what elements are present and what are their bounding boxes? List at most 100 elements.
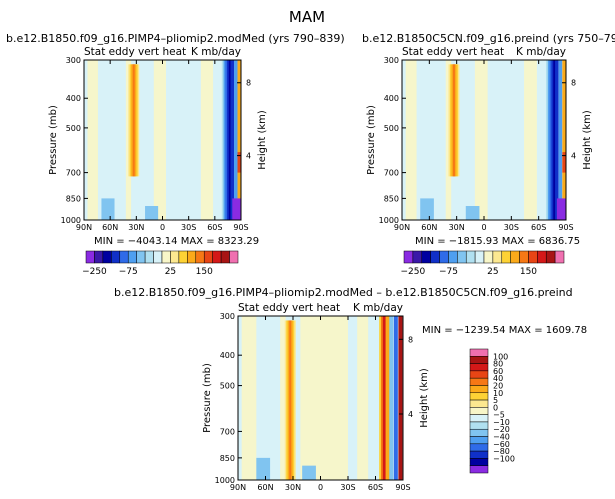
x-tick-label: 90S <box>395 483 410 492</box>
x-tick-label: 90N <box>76 223 92 232</box>
colorbar-swatch <box>421 250 431 264</box>
southern-polar-structure <box>379 316 403 480</box>
colorbar-swatch <box>469 385 489 394</box>
colorbar-swatch <box>469 458 489 466</box>
y-tick-label: 700 <box>66 169 81 178</box>
panel-3-right-label: K mb/day <box>353 302 403 314</box>
colorbar-label: 25 <box>165 267 176 277</box>
y2-tick-label: 8 <box>246 79 251 88</box>
colorbar-swatch <box>469 414 489 423</box>
surface-patch-0 <box>101 198 115 220</box>
panel-2: b.e12.B1850C5CN.f09_g16.preind (yrs 750–… <box>362 32 615 277</box>
colorbar-swatch <box>187 250 197 264</box>
y2-axis-label: Height (km) <box>582 110 593 170</box>
x-tick-label: 0 <box>481 223 486 232</box>
y-tick-label: 850 <box>384 194 399 203</box>
colorbar-swatch <box>220 250 230 264</box>
colorbar-swatch <box>554 250 565 264</box>
y-tick-label: 400 <box>384 94 399 103</box>
colorbar-swatch <box>178 250 188 264</box>
colorbar-swatch <box>127 250 137 264</box>
colorbar-swatch <box>469 465 489 474</box>
colorbar-swatch <box>469 421 489 430</box>
colorbar-swatch <box>469 407 489 415</box>
panel-2-left-label: Stat eddy vert heat <box>402 46 504 58</box>
x-tick-label: 90N <box>394 223 410 232</box>
colorbar-swatch <box>501 250 511 264</box>
colorbar-swatch <box>136 250 146 264</box>
pale-band-0 <box>87 60 98 220</box>
y-tick-label: 500 <box>384 124 399 133</box>
colorbar-swatch <box>528 250 538 264</box>
colorbar-swatch <box>439 250 449 264</box>
y-axis-label: Pressure (mb) <box>366 105 377 175</box>
colorbar-swatch <box>469 370 489 379</box>
colorbar-label: 25 <box>487 267 498 277</box>
y2-tick-label: 4 <box>246 152 251 161</box>
x-tick-label: 60S <box>531 223 546 232</box>
heatmap-field <box>84 60 241 220</box>
y-tick-label: 500 <box>66 124 81 133</box>
colorbar-label: 5 <box>493 396 498 405</box>
colorbar-label: −250 <box>82 267 107 277</box>
y-tick-label: 500 <box>220 382 235 391</box>
colorbar-label: 80 <box>493 360 503 369</box>
y-axis-label: Pressure (mb) <box>48 105 59 175</box>
pale-band-3 <box>357 316 369 480</box>
surface-patch-0 <box>420 198 434 220</box>
colorbar-swatch <box>212 250 222 264</box>
colorbar-label: −75 <box>119 267 138 277</box>
x-tick-label: 60N <box>421 223 437 232</box>
colorbar-swatch <box>203 250 213 264</box>
panel-1-right-label: K mb/day <box>191 46 241 58</box>
colorbar-swatch <box>469 443 489 452</box>
heating-column-30n <box>128 64 140 177</box>
panel-3: b.e12.B1850.f09_g16.PIMP4–pliomip2.modMe… <box>114 286 587 492</box>
colorbar-swatch <box>85 250 95 264</box>
colorbar-label: −80 <box>493 447 510 456</box>
surface-patch-0 <box>256 457 271 480</box>
x-tick-label: 30S <box>181 223 196 232</box>
y-tick-label: 1000 <box>61 216 81 225</box>
colorbar-label: 150 <box>520 267 537 277</box>
y-tick-label: 400 <box>220 351 235 360</box>
heatmap-field <box>402 60 566 220</box>
colorbar-swatch <box>119 250 129 264</box>
panel-3-plot: 90N 60N 30N 0 30S 60S 90S 300 400 500 700 850 1000 8 4… <box>202 312 430 492</box>
surface-patch-1 <box>302 465 316 480</box>
y-tick-label: 700 <box>220 427 235 436</box>
colorbar-swatch <box>483 250 494 264</box>
y-tick-label: 300 <box>384 56 399 65</box>
surface-patch-1 <box>465 205 480 220</box>
colorbar-swatch <box>153 250 163 264</box>
colorbar-label: −75 <box>439 267 458 277</box>
y-tick-label: 400 <box>66 94 81 103</box>
colorbar-1: −250 −75 25 150 <box>82 250 239 277</box>
y-tick-label: 300 <box>220 312 235 321</box>
colorbar-swatch <box>469 348 489 357</box>
panel-1-title: b.e12.B1850.f09_g16.PIMP4–pliomip2.modMe… <box>6 32 345 45</box>
colorbar-swatch <box>469 363 489 372</box>
colorbar-label: −10 <box>493 418 510 427</box>
colorbar-label: 0 <box>493 403 498 412</box>
pale-band-3 <box>524 60 537 220</box>
colorbar-swatch <box>195 250 205 264</box>
colorbar-swatch <box>465 250 476 264</box>
y-tick-label: 850 <box>66 194 81 203</box>
x-tick-label: 30S <box>504 223 519 232</box>
x-tick-label: 30N <box>449 223 465 232</box>
y-tick-label: 700 <box>384 169 399 178</box>
x-tick-label: 30N <box>128 223 144 232</box>
panel-3-title: b.e12.B1850.f09_g16.PIMP4–pliomip2.modMe… <box>114 286 573 299</box>
y-tick-label: 850 <box>220 454 235 463</box>
y2-tick-label: 4 <box>408 410 413 419</box>
colorbar-label: −40 <box>493 433 510 442</box>
colorbar-label: 150 <box>196 267 213 277</box>
y2-axis-label: Height (km) <box>257 110 268 170</box>
surface-patch-1 <box>145 205 159 220</box>
colorbar-swatch <box>111 250 121 264</box>
colorbar-label: −100 <box>493 454 515 463</box>
panel-3-stats: MIN = −1239.54 MAX = 1609.78 <box>422 325 587 336</box>
x-tick-label: 0 <box>160 223 165 232</box>
